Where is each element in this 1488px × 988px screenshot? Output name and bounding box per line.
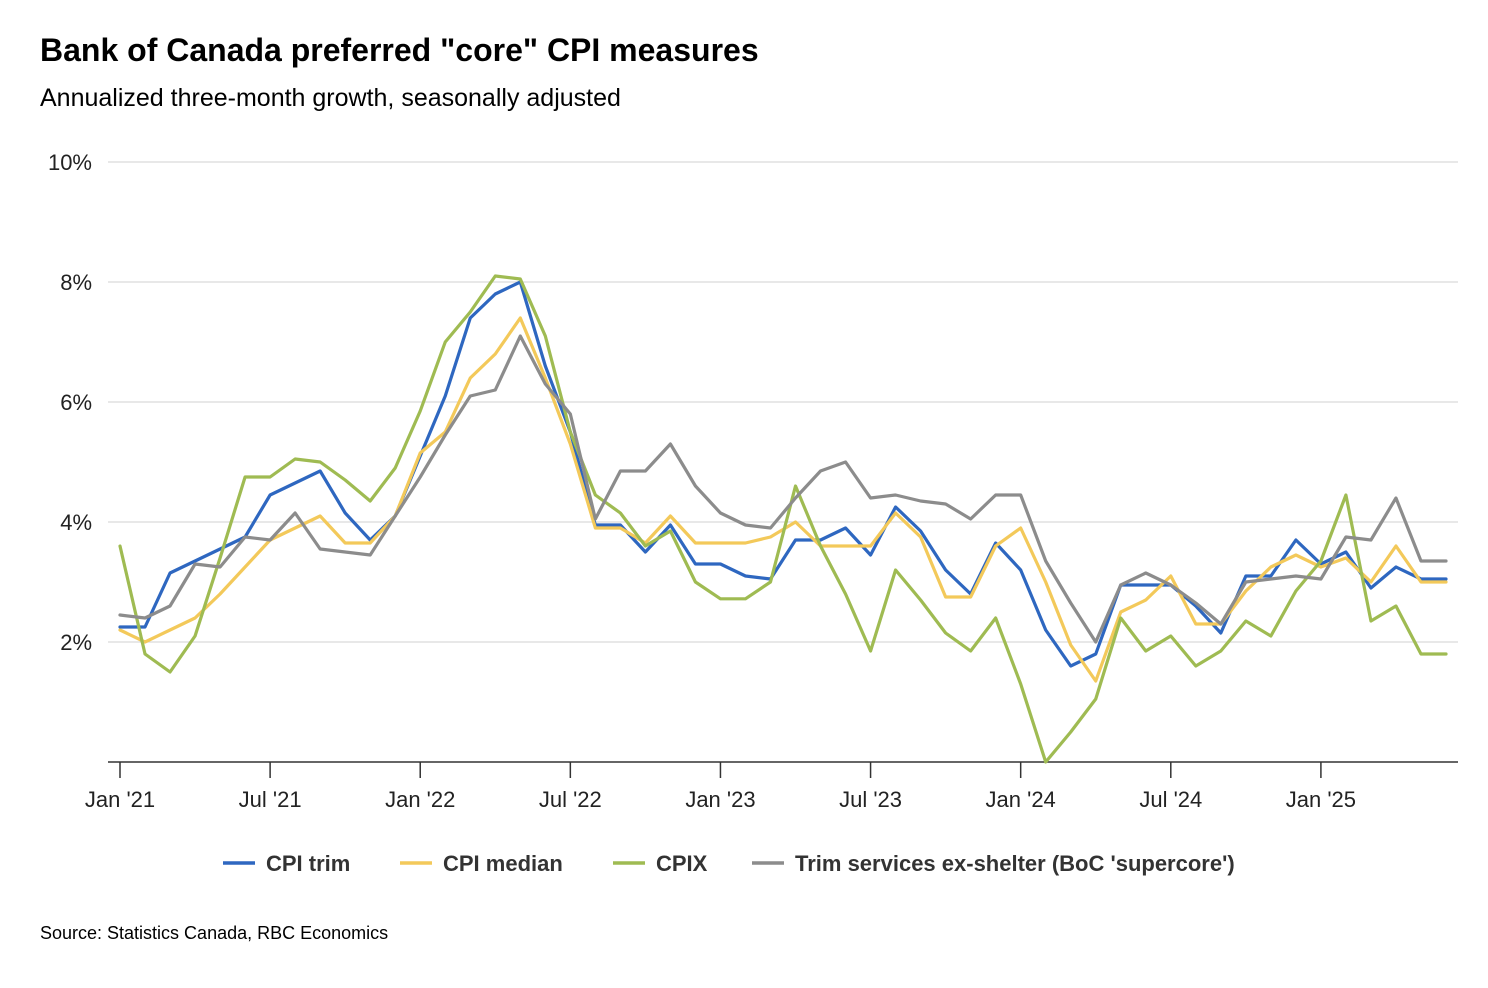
- y-tick-label: 6%: [60, 390, 92, 415]
- y-tick-label: 4%: [60, 510, 92, 535]
- legend-label: CPI median: [443, 851, 563, 876]
- x-tick-label: Jan '24: [986, 787, 1056, 812]
- x-tick-label: Jan '23: [685, 787, 755, 812]
- y-tick-label: 10%: [48, 150, 92, 175]
- x-axis: Jan '21 Jul '21 Jan '22 Jul '22 Jan '23 Jul '…: [85, 761, 1458, 812]
- legend-label: CPIX: [656, 851, 708, 876]
- x-tick-label: Jan '21: [85, 787, 155, 812]
- y-tick-label: 8%: [60, 270, 92, 295]
- x-tick-label: Jan '22: [385, 787, 455, 812]
- y-tick-label: 2%: [60, 630, 92, 655]
- series-line-3: [118, 334, 1448, 644]
- series-line-2: [118, 274, 1448, 764]
- x-tick-label: Jul '22: [539, 787, 602, 812]
- chart-title: Bank of Canada preferred "core" CPI meas…: [40, 32, 759, 68]
- series-line-0: [118, 280, 1448, 668]
- x-tick-label: Jan '25: [1286, 787, 1356, 812]
- series-line-1: [118, 316, 1448, 683]
- x-tick-label: Jul '23: [839, 787, 902, 812]
- series-lines: [118, 274, 1448, 764]
- legend: CPI trim CPI median CPIX Trim services ex-s…: [223, 851, 1235, 876]
- source-note: Source: Statistics Canada, RBC Economics: [40, 923, 389, 943]
- chart-subtitle: Annualized three-month growth, seasonall…: [40, 84, 621, 112]
- x-tick-label: Jul '24: [1139, 787, 1202, 812]
- y-axis: 2% 4% 6% 8% 10%: [48, 150, 92, 655]
- gridlines: [108, 161, 1458, 643]
- legend-label: CPI trim: [266, 851, 350, 876]
- x-tick-label: Jul '21: [239, 787, 302, 812]
- legend-label: Trim services ex-shelter (BoC 'supercore…: [795, 851, 1235, 876]
